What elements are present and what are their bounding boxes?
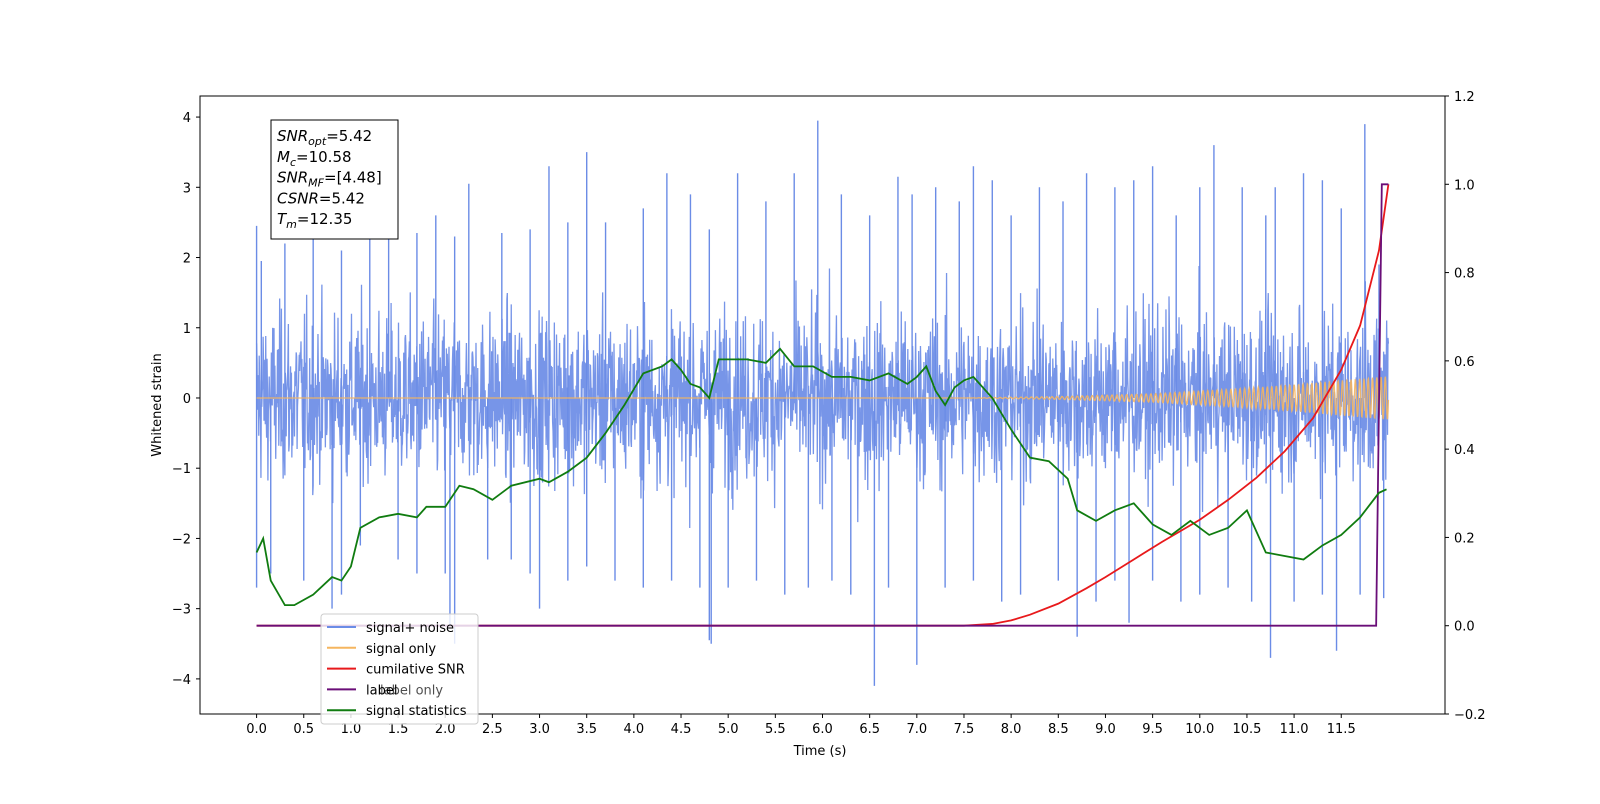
x-tick-label: 7.5: [954, 722, 975, 737]
x-tick-label: 1.5: [388, 722, 409, 737]
y-tick-label: −2: [172, 532, 191, 547]
y-tick-label: 3: [183, 181, 191, 196]
y2-tick-label: −0.2: [1454, 708, 1486, 723]
stat-line: SNRopt=5.42: [277, 127, 372, 148]
stat-line: CSNR=5.42: [277, 189, 365, 207]
x-tick-label: 0.5: [293, 722, 314, 737]
legend-label: signal only: [366, 642, 436, 657]
legend-label: label only: [380, 683, 443, 698]
stat-value: =5.42: [326, 127, 372, 145]
stat-line: Mc=10.58: [277, 148, 352, 169]
x-tick-label: 11.5: [1327, 722, 1356, 737]
stat-subscript: opt: [308, 135, 327, 148]
y-axis-left: 4 3 2 1 0 −1 −2 −3 −4: [172, 111, 200, 688]
x-tick-label: 3.0: [529, 722, 550, 737]
y2-tick-label: 0.8: [1454, 267, 1475, 282]
stat-value: =5.42: [319, 189, 365, 207]
x-tick-label: 10.5: [1232, 722, 1261, 737]
x-tick-label: 2.0: [435, 722, 456, 737]
stats-box: SNRopt=5.42Mc=10.58SNRMF=[4.48]CSNR=5.42…: [270, 119, 399, 240]
series-layer: [255, 120, 1390, 686]
legend-label: cumilative SNR: [366, 663, 465, 678]
y2-tick-label: 1.2: [1454, 90, 1475, 105]
stat-subscript: m: [286, 218, 297, 231]
x-tick-label: 10.0: [1185, 722, 1214, 737]
y-tick-label: 2: [183, 252, 191, 267]
x-tick-label: 9.5: [1142, 722, 1163, 737]
stat-symbol: T: [277, 210, 288, 228]
x-tick-label: 3.5: [576, 722, 597, 737]
x-tick-label: 1.0: [341, 722, 362, 737]
stat-line: SNRMF=[4.48]: [277, 169, 382, 190]
stat-symbol: CSNR: [277, 189, 319, 207]
x-tick-label: 6.0: [812, 722, 833, 737]
x-tick-label: 6.5: [859, 722, 880, 737]
series-cumulative-snr-line: [256, 184, 1390, 627]
x-tick-label: 7.0: [906, 722, 927, 737]
y2-tick-label: 0.4: [1454, 443, 1475, 458]
legend-label: label: [366, 683, 397, 698]
y-axis-right: 1.2 1.0 0.8 0.6 0.4 0.2 0.0 −0.2: [1445, 90, 1486, 723]
stat-line: Tm=12.35: [277, 210, 352, 231]
x-tick-label: 11.0: [1280, 722, 1309, 737]
stat-value: =[4.48]: [324, 169, 382, 187]
y2-tick-label: 0.6: [1454, 355, 1475, 370]
x-tick-label: 4.0: [624, 722, 645, 737]
legend: signal+ noise signal only cumilative SNR la…: [320, 613, 479, 725]
y-tick-label: 1: [183, 322, 191, 337]
stat-symbol: SNR: [277, 127, 308, 145]
stat-subscript: c: [290, 156, 296, 169]
legend-label: signal+ noise: [366, 621, 454, 636]
stat-symbol: SNR: [277, 169, 308, 187]
x-tick-label: 5.5: [765, 722, 786, 737]
stat-value: =10.58: [296, 148, 352, 166]
x-tick-label: 2.5: [482, 722, 503, 737]
y2-tick-label: 0.2: [1454, 531, 1475, 546]
y-tick-label: 4: [183, 111, 191, 126]
series-signal-statistics-line: [255, 347, 1387, 607]
y-tick-label: −1: [172, 462, 191, 477]
y-tick-label: 0: [183, 392, 191, 407]
x-axis-label: Time (s): [793, 744, 847, 759]
legend-label: signal statistics: [366, 704, 467, 719]
x-axis: 0.0 0.5 1.0 1.5 2.0 2.5 3.0 3.5 4.0 4.5 5.0 5.5 6.0 6…: [246, 714, 1356, 737]
y-axis-label: Whitened strain: [150, 353, 165, 456]
series-label-line: [256, 183, 1389, 627]
x-tick-label: 0.0: [246, 722, 267, 737]
y-tick-label: −4: [172, 673, 191, 688]
y-tick-label: −3: [172, 603, 191, 618]
x-tick-label: 8.0: [1001, 722, 1022, 737]
x-tick-label: 9.0: [1095, 722, 1116, 737]
stat-subscript: MF: [308, 177, 324, 190]
y2-tick-label: 1.0: [1454, 178, 1475, 193]
y2-tick-label: 0.0: [1454, 620, 1475, 635]
stat-value: =12.35: [297, 210, 353, 228]
stat-symbol: M: [277, 148, 290, 166]
x-tick-label: 8.5: [1048, 722, 1069, 737]
series-signal-only-line: [256, 376, 1390, 420]
x-tick-label: 4.5: [671, 722, 692, 737]
x-tick-label: 5.0: [718, 722, 739, 737]
